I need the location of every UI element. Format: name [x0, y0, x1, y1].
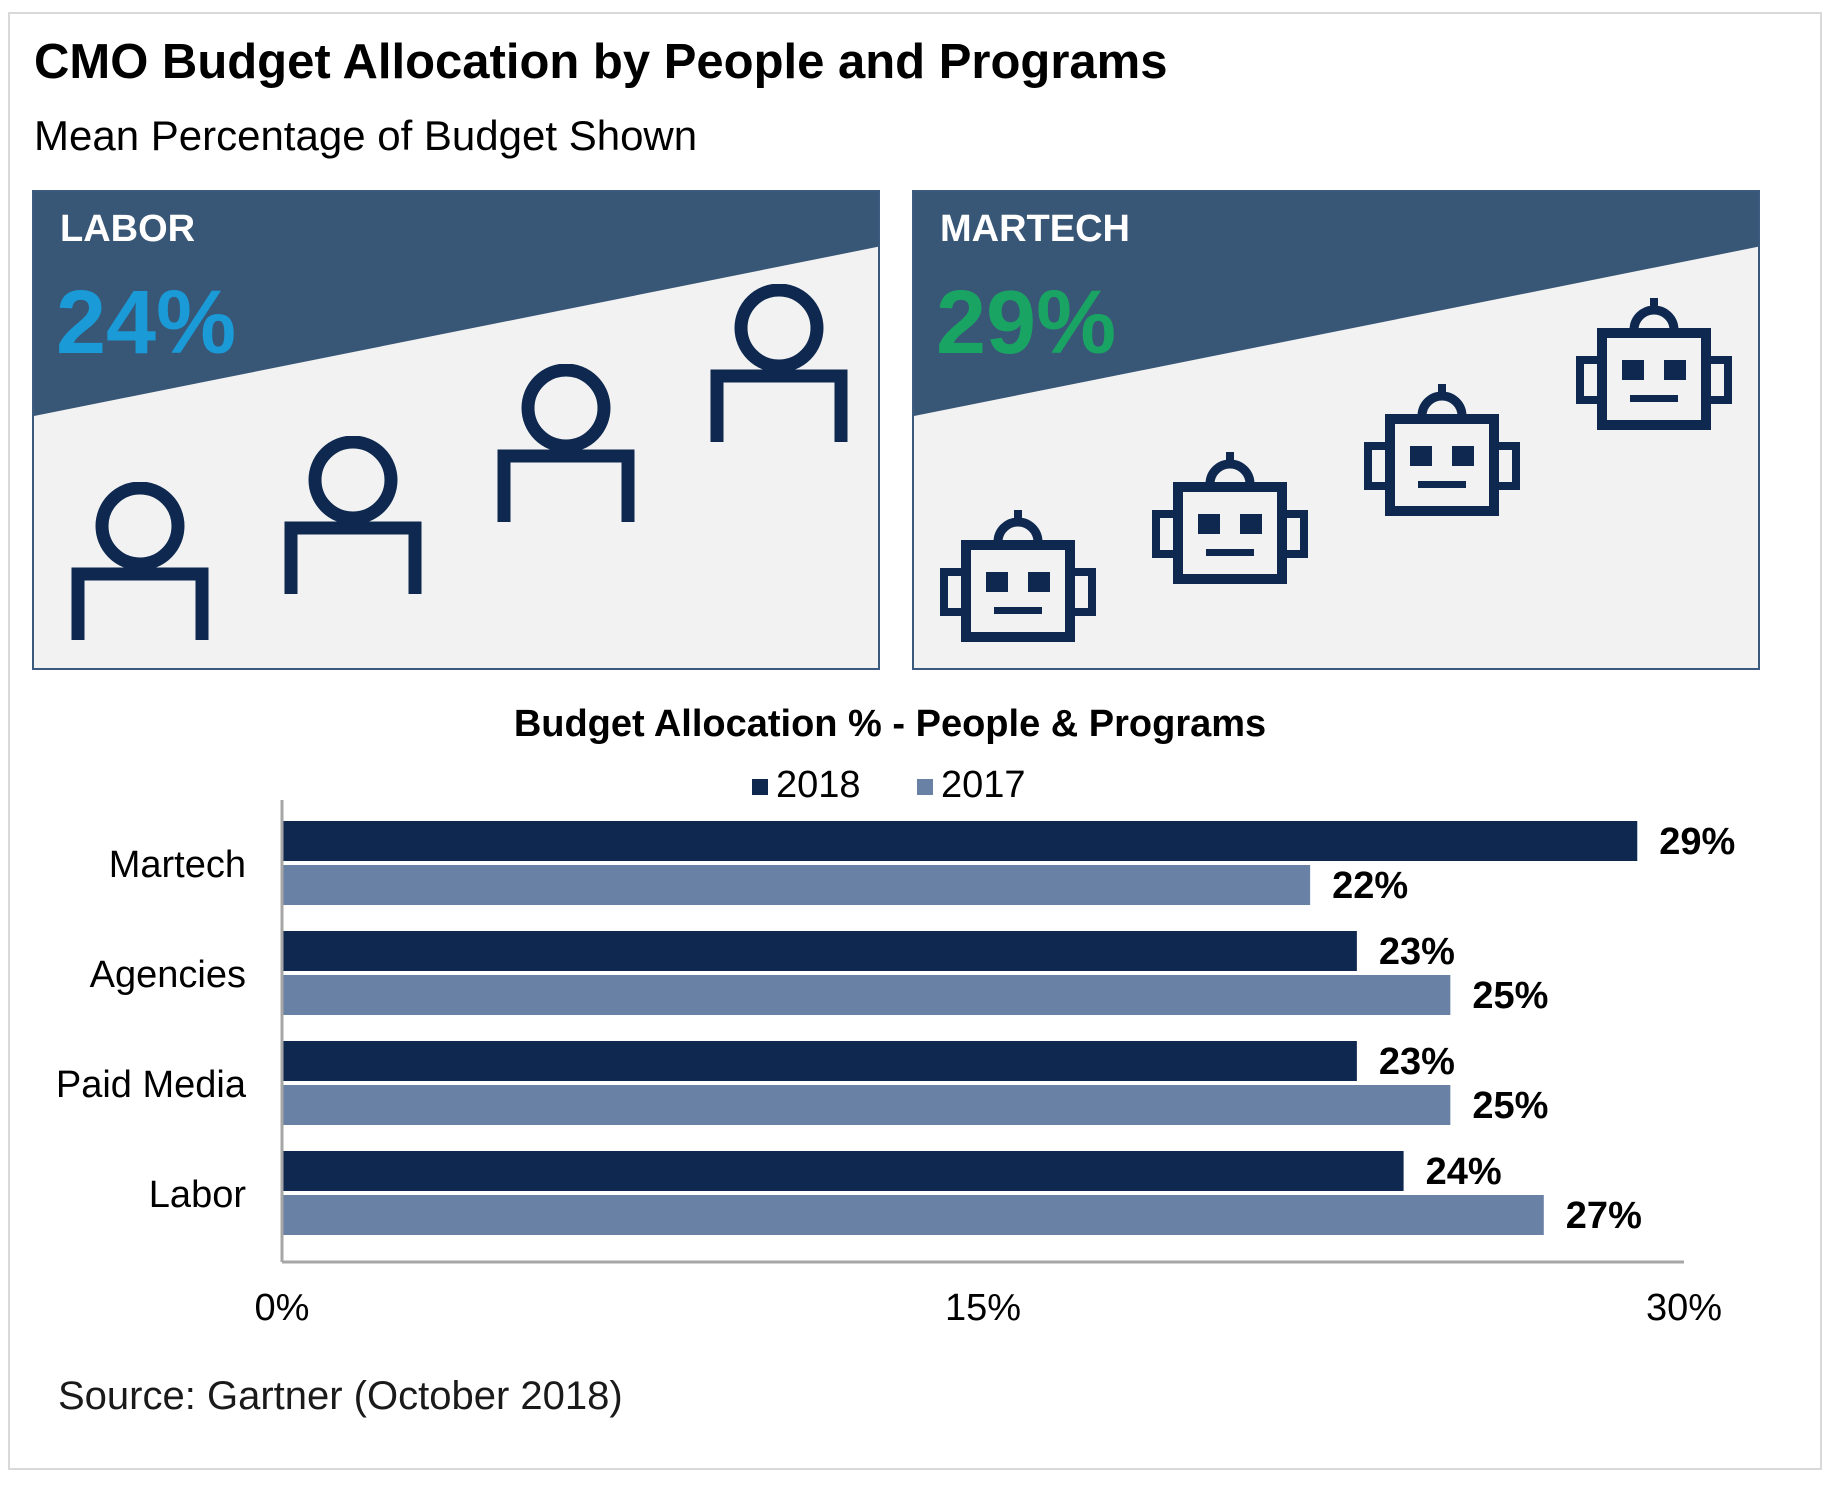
robot-icon [940, 510, 1096, 642]
bar-2018 [282, 931, 1357, 971]
data-label-2017: 27% [1566, 1195, 1642, 1237]
bar-2017 [282, 1085, 1451, 1125]
robot-icon [1576, 298, 1732, 430]
labor-panel-value: 24% [56, 273, 237, 373]
legend-swatch-2017 [917, 779, 933, 795]
x-tick-label: 30% [1646, 1287, 1722, 1329]
data-label-2018: 23% [1379, 1041, 1455, 1083]
category-label: Agencies [90, 954, 246, 996]
bar-2017 [282, 865, 1311, 905]
labor-panel: LABOR 24% [32, 190, 880, 670]
bar-2018 [282, 821, 1638, 861]
person-icon [497, 364, 635, 522]
legend-swatch-2018 [752, 779, 768, 795]
source-note: Source: Gartner (October 2018) [58, 1374, 623, 1418]
bar-2018 [282, 1151, 1404, 1191]
budget-bar-chart: Budget Allocation % - People & Programs 2… [56, 703, 1735, 1329]
legend-label-2018: 2018 [776, 764, 861, 806]
robot-icon [1364, 384, 1520, 516]
martech-panel-label: MARTECH [940, 208, 1130, 250]
martech-panel: MARTECH 29% [912, 190, 1760, 670]
page-title: CMO Budget Allocation by People and Prog… [34, 35, 1168, 89]
data-label-2017: 25% [1472, 975, 1548, 1017]
chart-title: Budget Allocation % - People & Programs [514, 703, 1266, 745]
category-label: Paid Media [56, 1064, 247, 1106]
x-tick-label: 0% [255, 1287, 310, 1329]
bar-2018 [282, 1041, 1357, 1081]
category-label: Martech [109, 844, 246, 886]
data-label-2018: 23% [1379, 931, 1455, 973]
data-label-2017: 25% [1472, 1085, 1548, 1127]
data-label-2017: 22% [1332, 865, 1408, 907]
robot-icon [1152, 452, 1308, 584]
martech-panel-value: 29% [936, 273, 1117, 373]
bar-2017 [282, 1195, 1544, 1235]
labor-panel-band [34, 192, 878, 416]
data-label-2018: 24% [1426, 1151, 1502, 1193]
legend-label-2017: 2017 [941, 764, 1026, 806]
page-subtitle: Mean Percentage of Budget Shown [34, 112, 698, 159]
person-icon [71, 482, 209, 640]
x-tick-label: 15% [945, 1287, 1021, 1329]
bar-2017 [282, 975, 1451, 1015]
category-label: Labor [149, 1174, 247, 1216]
labor-panel-label: LABOR [60, 208, 196, 250]
data-label-2018: 29% [1659, 821, 1735, 863]
martech-panel-band [914, 192, 1758, 416]
person-icon [284, 436, 422, 594]
person-icon [710, 284, 848, 442]
